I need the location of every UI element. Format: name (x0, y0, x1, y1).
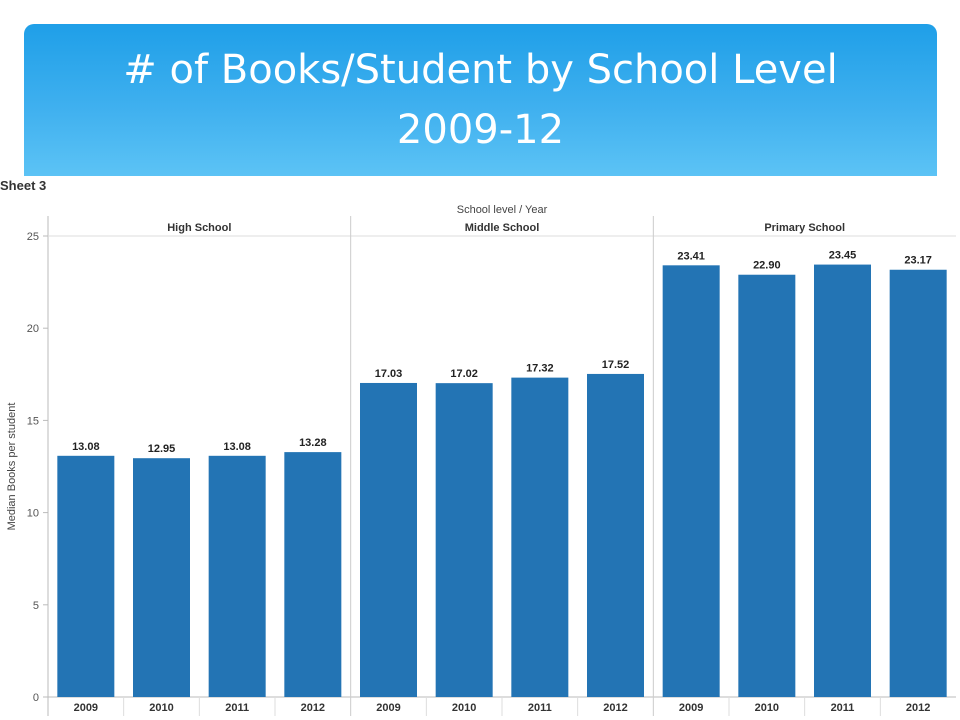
bar (133, 458, 190, 697)
x-tick-label: 2009 (679, 702, 703, 714)
data-label: 23.17 (904, 255, 932, 267)
data-label: 17.03 (375, 368, 403, 380)
bar (360, 382, 417, 697)
y-tick-label: 15 (27, 415, 39, 427)
data-label: 13.28 (299, 437, 327, 449)
data-label: 17.32 (526, 363, 554, 375)
bar (57, 455, 115, 697)
y-tick-label: 10 (27, 508, 39, 520)
data-label: 17.02 (450, 368, 478, 380)
x-tick-label: 2009 (74, 702, 98, 714)
x-tick-label: 2011 (528, 702, 552, 714)
x-tick-label: 2012 (301, 702, 325, 714)
x-tick-label: 2010 (755, 702, 779, 714)
x-tick-label: 2011 (831, 702, 855, 714)
title-line-1: # of Books/Student by School Level (123, 47, 838, 93)
bar (511, 377, 569, 697)
data-label: 22.90 (753, 260, 781, 272)
x-tick-label: 2012 (906, 702, 930, 714)
x-tick-label: 2009 (376, 702, 400, 714)
bar (208, 455, 266, 697)
group-header: High School (167, 222, 231, 234)
y-tick-label: 5 (33, 600, 39, 612)
x-tick-label: 2010 (149, 702, 173, 714)
bar (284, 452, 342, 697)
bar (738, 274, 796, 697)
group-header: Middle School (465, 222, 540, 234)
x-tick-label: 2010 (452, 702, 476, 714)
y-tick-label: 0 (33, 692, 39, 704)
group-header: Primary School (764, 222, 845, 234)
data-label: 17.52 (602, 359, 630, 371)
y-tick-label: 20 (27, 323, 39, 335)
data-label: 23.45 (829, 250, 857, 262)
x-tick-label: 2011 (225, 702, 249, 714)
column-header: School level / Year (457, 204, 548, 216)
x-tick-label: 2012 (603, 702, 627, 714)
y-axis-label: Median Books per student (6, 403, 18, 531)
bar (889, 269, 947, 697)
data-label: 23.41 (677, 250, 705, 262)
bar (587, 373, 644, 697)
y-tick-label: 25 (27, 231, 39, 243)
bar (662, 265, 720, 697)
bar (435, 383, 493, 697)
title-banner: # of Books/Student by School Level 2009-… (24, 24, 937, 176)
data-label: 13.08 (223, 441, 251, 453)
sheet-label: Sheet 3 (0, 178, 47, 193)
title-line-2: 2009-12 (396, 107, 565, 153)
data-label: 12.95 (148, 443, 176, 455)
bar (814, 264, 871, 697)
data-label: 13.08 (72, 441, 100, 453)
